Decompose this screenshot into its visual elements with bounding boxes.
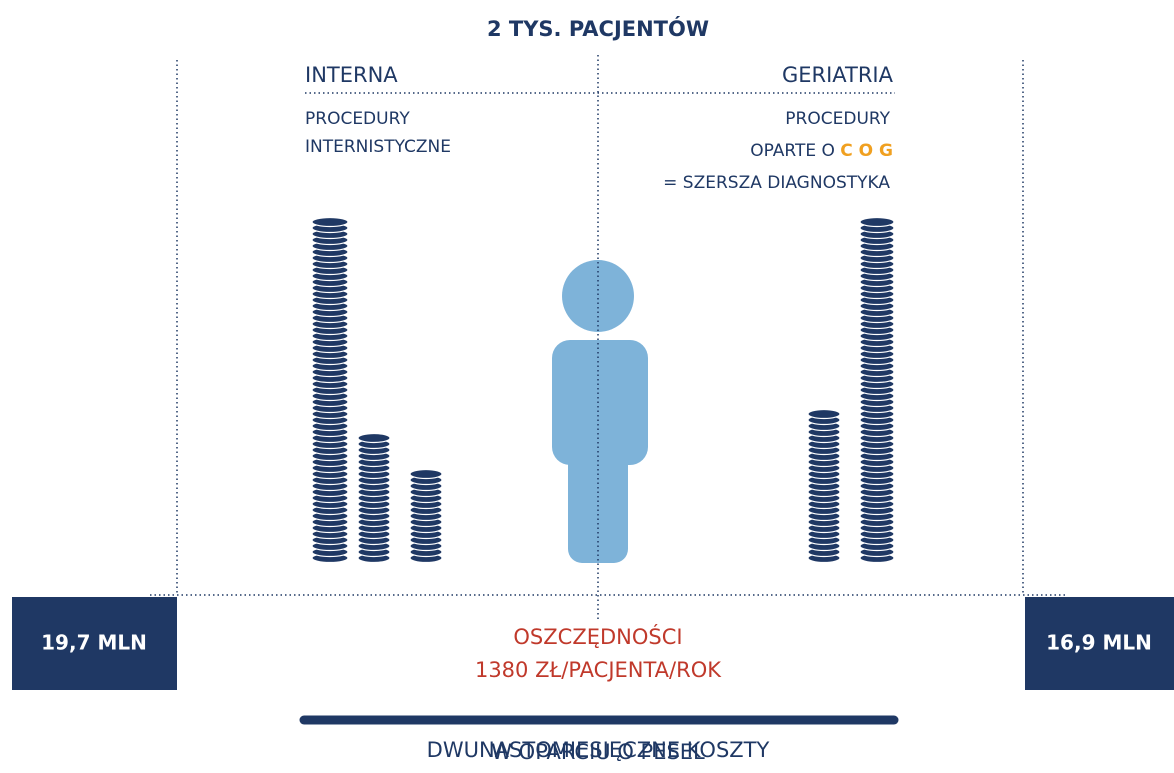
right-line: PROCEDURY [785,109,890,129]
savings-amount: 1380 ZŁ/PACJENTA/ROK [475,658,722,682]
coin [311,216,349,228]
right-line: OPARTE O [750,141,835,161]
person [552,260,648,563]
right-line: = SZERSZA DIAGNOSTYKA [663,173,890,193]
left-cost: 19,7 MLN [41,631,147,655]
left-line: PROCEDURY [305,109,410,129]
coin [807,408,841,420]
cost-box [1025,597,1174,690]
title: 2 TYS. PACJENTÓW [487,16,709,41]
footer-line: DWUNASTOMIESIĘCZNE KOSZTY [427,738,770,762]
cost-box [12,597,177,690]
coin [409,468,443,480]
right-line: OPARTE O C O G [750,141,893,161]
person-head [562,260,634,332]
cog: C O G [840,141,893,161]
right-cost: 16,9 MLN [1046,631,1152,655]
savings-title: OSZCZĘDNOŚCI [513,624,682,649]
coin [357,432,391,444]
coin-stacks [311,216,895,564]
left-title: INTERNA [305,63,398,87]
right-title: GERIATRIA [782,63,894,87]
coin [859,216,895,228]
left-line: INTERNISTYCZNE [305,137,451,157]
footer-line: W OPARCIU O PESEL [491,740,705,764]
